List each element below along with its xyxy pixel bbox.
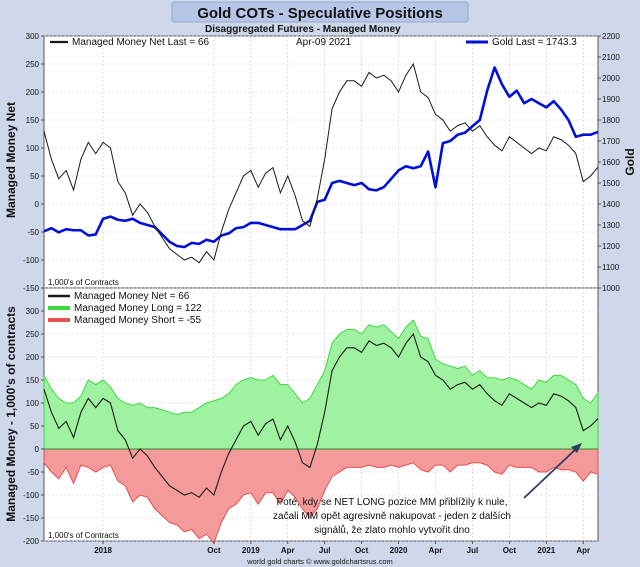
ytick-label-top: 300	[26, 32, 40, 41]
top-series	[43, 62, 599, 264]
ytick-label-gold: 1100	[602, 263, 620, 272]
ytick-label-gold: 2000	[602, 74, 620, 83]
xtick-label: 2021	[537, 546, 555, 555]
short-area	[43, 448, 599, 545]
annotation-line-3: signálů, že zlato mohlo vytvořit dno	[314, 524, 470, 536]
left-axis-top: -150 -100 -50 0 50 100 150 200 250 300	[23, 32, 44, 293]
ytick-label-top: 50	[30, 172, 39, 181]
units-note-bottom: 1,000's of Contracts	[48, 531, 119, 540]
ytick-label-gold: 1000	[602, 284, 620, 293]
plot-area-top	[43, 35, 599, 289]
ytick-label-top: 250	[26, 60, 40, 69]
subtitle-date: Apr-09 2021	[296, 37, 351, 48]
ytick-label-gold: 1800	[602, 116, 620, 125]
title-bar	[171, 1, 469, 23]
annotation-line-1: Poté, kdy se NET LONG pozice MM přiblíži…	[276, 497, 507, 508]
annotation-line-2: začali MM opět agresivně nakupovat - jed…	[273, 511, 511, 522]
ytick-label-bottom: 50	[30, 422, 39, 431]
bottom-areas	[43, 319, 599, 545]
ytick-label-top: -50	[27, 228, 39, 237]
ytick-label-bottom: 0	[35, 445, 40, 454]
xtick-label: Apr	[429, 546, 443, 555]
bottom-series	[43, 332, 599, 499]
legend-long-label: Managed Money Long = 122	[74, 303, 202, 314]
xtick-label: Oct	[355, 546, 369, 555]
xtick-label: Oct	[207, 546, 221, 555]
legend-short-label: Managed Money Short = -55	[74, 315, 201, 326]
ytick-label-bottom: -150	[23, 514, 40, 523]
ytick-label-bottom: -200	[23, 537, 40, 546]
long-area	[43, 319, 599, 450]
ytick-label-bottom: 300	[26, 307, 40, 316]
ytick-label-gold: 1200	[602, 242, 620, 251]
ytick-label-gold: 1500	[602, 179, 620, 188]
grid-top	[44, 35, 598, 289]
ytick-label-bottom: -50	[27, 468, 39, 477]
x-axis: 2018 Oct 2019 Apr Jul Oct 2020 Apr Jul Oct 2021 Apr	[94, 541, 590, 555]
ylabel-bottom: Managed Money - 1,000's of contracts	[4, 306, 18, 522]
xtick-label: Jul	[319, 546, 331, 555]
ytick-label-bottom: 200	[26, 353, 40, 362]
xtick-label: 2020	[390, 546, 408, 555]
gold-line	[43, 66, 599, 249]
ytick-label-gold: 2200	[602, 32, 620, 41]
ytick-label-top: 200	[26, 88, 40, 97]
ytick-label-bottom: 150	[26, 376, 40, 385]
ytick-label-bottom: -100	[23, 491, 40, 500]
units-note-top: 1,000's of Contracts	[48, 278, 119, 287]
ytick-label-gold: 1700	[602, 137, 620, 146]
xtick-label: 2018	[94, 546, 112, 555]
xtick-label: Apr	[281, 546, 295, 555]
ytick-label-gold: 1600	[602, 158, 620, 167]
subtitle-left: Disaggregated Futures - Managed Money	[205, 24, 401, 35]
chart-title: Gold COTs - Speculative Positions	[197, 5, 443, 22]
ytick-label-gold: 1900	[602, 95, 620, 104]
ytick-label-top: -150	[23, 284, 40, 293]
footer-credit: world gold charts © www.goldchartsrus.co…	[246, 557, 393, 566]
ytick-label-gold: 2100	[602, 53, 620, 62]
left-axis-bottom: -200 -150 -100 -50 0 50 100 150 200 250 300	[23, 307, 44, 546]
legend-net-label: Managed Money Net Last = 66	[72, 37, 209, 48]
ylabel-top: Managed Money Net	[4, 102, 18, 218]
ytick-label-top: 0	[35, 200, 40, 209]
xtick-label: Apr	[576, 546, 590, 555]
ylabel-right: Gold	[623, 148, 637, 175]
ytick-label-gold: 1400	[602, 200, 620, 209]
xtick-label: Jul	[467, 546, 479, 555]
ytick-label-top: -100	[23, 256, 40, 265]
annotation-arrow	[523, 443, 582, 499]
ytick-label-gold: 1300	[602, 221, 620, 230]
xtick-label: 2019	[242, 546, 260, 555]
legend-net2-label: Managed Money Net = 66	[74, 291, 190, 302]
legend-gold-label: Gold Last = 1743.3	[492, 37, 577, 48]
ytick-label-bottom: 100	[26, 399, 40, 408]
ytick-label-bottom: 250	[26, 330, 40, 339]
net-line-top	[43, 62, 599, 264]
xtick-label: Oct	[503, 546, 517, 555]
right-axis-gold: 1000 1100 1200 1300 1400 1500 1600 1700 1800 1900…	[598, 32, 620, 293]
ytick-label-top: 150	[26, 116, 40, 125]
net-line-bottom	[43, 332, 599, 499]
ytick-label-top: 100	[26, 144, 40, 153]
